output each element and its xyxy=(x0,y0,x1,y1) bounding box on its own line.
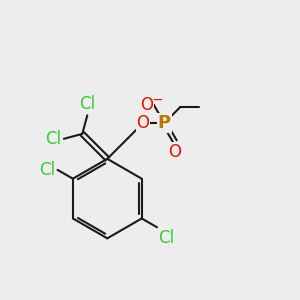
Text: Cl: Cl xyxy=(79,95,95,113)
Text: O: O xyxy=(168,143,182,161)
Text: Cl: Cl xyxy=(39,161,55,179)
Text: Cl: Cl xyxy=(45,130,62,148)
Text: O: O xyxy=(140,96,153,114)
Text: −: − xyxy=(152,92,163,106)
Text: P: P xyxy=(158,114,171,132)
Text: O: O xyxy=(136,114,150,132)
Text: Cl: Cl xyxy=(158,229,175,247)
